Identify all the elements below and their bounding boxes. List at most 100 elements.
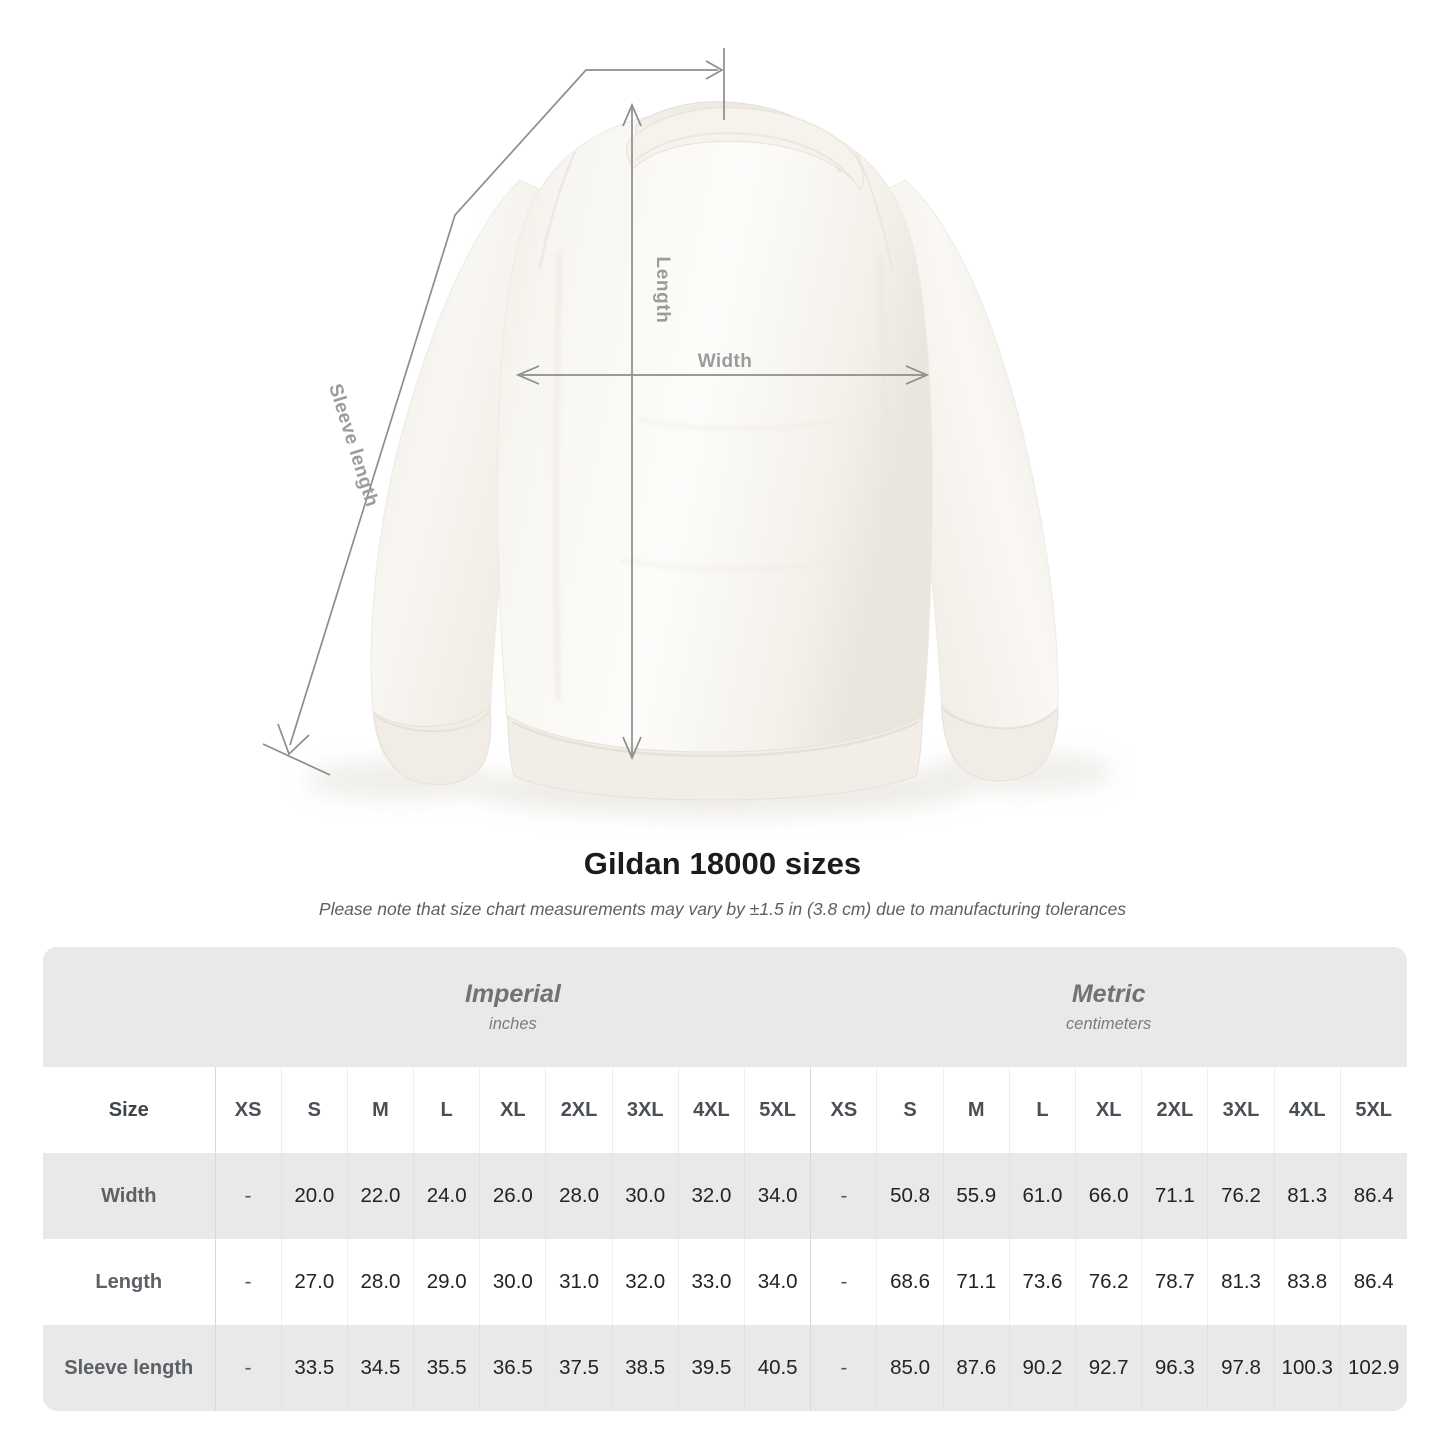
size-header-row: Size XS S M L XL 2XL 3XL 4XL 5XL XS S M … — [43, 1067, 1407, 1153]
unit-group-imperial-title: Imperial — [464, 979, 561, 1008]
sleeve-arrow-top — [705, 60, 724, 80]
width-label: Width — [698, 351, 753, 372]
header-metric-3xl: 3XL — [1207, 1067, 1275, 1153]
header-imperial-4xl: 4XL — [678, 1067, 746, 1153]
length-arrow-top — [622, 102, 642, 127]
sleeve-length-label: Sleeve length — [324, 381, 382, 509]
width-metric-2xl: 71.1 — [1141, 1153, 1209, 1239]
width-imperial-5xl: 34.0 — [744, 1153, 812, 1239]
length-metric-5xl: 86.4 — [1340, 1239, 1407, 1325]
length-metric-4xl: 83.8 — [1274, 1239, 1341, 1325]
header-metric-4xl: 4XL — [1274, 1067, 1341, 1153]
width-imperial-2xl: 28.0 — [545, 1153, 613, 1239]
width-imperial-4xl: 32.0 — [678, 1153, 746, 1239]
hem-seam — [511, 720, 919, 758]
sleeve-imperial-xs: - — [215, 1325, 282, 1411]
unit-group-metric: Metric centimeters — [810, 947, 1407, 1067]
width-metric-xl: 66.0 — [1075, 1153, 1143, 1239]
length-imperial-m: 28.0 — [347, 1239, 415, 1325]
sleeve-metric-4xl: 100.3 — [1274, 1325, 1341, 1411]
header-imperial-xl: XL — [479, 1067, 547, 1153]
row-label-width: Width — [43, 1153, 216, 1239]
sleeve-imperial-l: 35.5 — [413, 1325, 481, 1411]
width-arrow-right — [905, 365, 930, 385]
title-block: Gildan 18000 sizes Please note that size… — [0, 845, 1445, 921]
sleeve-imperial-5xl: 40.5 — [744, 1325, 812, 1411]
width-imperial-xs: - — [215, 1153, 282, 1239]
width-imperial-l: 24.0 — [413, 1153, 481, 1239]
length-imperial-3xl: 32.0 — [612, 1239, 679, 1325]
sleeve-metric-xl: 92.7 — [1075, 1325, 1143, 1411]
right-cuff-seam — [943, 709, 1057, 730]
garment-body — [497, 109, 933, 761]
left-cuff — [373, 704, 492, 786]
collar-rib — [626, 107, 864, 191]
table-row-length: Length - 27.0 28.0 29.0 30.0 31.0 32.0 3… — [43, 1239, 1407, 1325]
sweatshirt-diagram: Length Width Sleeve length — [262, 48, 1115, 816]
length-imperial-4xl: 33.0 — [678, 1239, 746, 1325]
header-imperial-m: M — [347, 1067, 415, 1153]
sleeve-imperial-4xl: 39.5 — [678, 1325, 746, 1411]
bottom-hem — [507, 715, 923, 801]
width-imperial-s: 20.0 — [281, 1153, 348, 1239]
sleeve-metric-l: 90.2 — [1009, 1325, 1077, 1411]
header-metric-xs: XS — [810, 1067, 878, 1153]
right-shoulder-seam — [854, 151, 894, 271]
length-metric-xs: - — [810, 1239, 878, 1325]
sleeve-metric-s: 85.0 — [876, 1325, 944, 1411]
width-arrow-left — [515, 365, 540, 385]
sleeve-metric-2xl: 96.3 — [1141, 1325, 1209, 1411]
header-metric-xl: XL — [1075, 1067, 1143, 1153]
tolerance-note: Please note that size chart measurements… — [318, 899, 1127, 920]
unit-banner-row: Imperial inches Metric centimeters — [43, 947, 1407, 1067]
garment-illustration: Length Width Sleeve length — [262, 48, 1115, 816]
size-chart-table: Imperial inches Metric centimeters Size … — [43, 947, 1407, 1411]
length-arrow-bottom — [622, 736, 642, 761]
sleeve-metric-3xl: 97.8 — [1207, 1325, 1275, 1411]
table-row-width: Width - 20.0 22.0 24.0 26.0 28.0 30.0 32… — [43, 1153, 1407, 1239]
unit-group-metric-title: Metric — [1071, 979, 1146, 1008]
length-imperial-2xl: 31.0 — [545, 1239, 613, 1325]
body-fabric-folds — [553, 249, 889, 701]
header-imperial-l: L — [413, 1067, 481, 1153]
sleeve-imperial-m: 34.5 — [347, 1325, 415, 1411]
length-label: Length — [652, 257, 673, 324]
left-shoulder-seam — [538, 151, 577, 269]
length-metric-l: 73.6 — [1009, 1239, 1077, 1325]
length-metric-2xl: 78.7 — [1141, 1239, 1209, 1325]
unit-group-imperial-subtitle: inches — [489, 1015, 537, 1034]
header-metric-s: S — [876, 1067, 944, 1153]
length-metric-3xl: 81.3 — [1207, 1239, 1275, 1325]
row-label-sleeve-length: Sleeve length — [43, 1325, 216, 1411]
sleeve-length-line — [289, 69, 718, 746]
width-imperial-xl: 26.0 — [479, 1153, 547, 1239]
header-metric-m: M — [943, 1067, 1010, 1153]
width-metric-s: 50.8 — [876, 1153, 944, 1239]
header-imperial-xs: XS — [215, 1067, 282, 1153]
table-row-sleeve-length: Sleeve length - 33.5 34.5 35.5 36.5 37.5… — [43, 1325, 1407, 1411]
width-imperial-3xl: 30.0 — [612, 1153, 679, 1239]
header-imperial-2xl: 2XL — [545, 1067, 613, 1153]
width-metric-xs: - — [810, 1153, 878, 1239]
width-metric-5xl: 86.4 — [1340, 1153, 1407, 1239]
width-metric-l: 61.0 — [1009, 1153, 1077, 1239]
length-imperial-s: 27.0 — [281, 1239, 348, 1325]
sleeve-metric-5xl: 102.9 — [1340, 1325, 1407, 1411]
length-metric-s: 68.6 — [876, 1239, 944, 1325]
sleeve-imperial-xl: 36.5 — [479, 1325, 547, 1411]
width-metric-4xl: 81.3 — [1274, 1153, 1341, 1239]
length-imperial-xl: 30.0 — [479, 1239, 547, 1325]
row-label-length: Length — [43, 1239, 216, 1325]
width-imperial-m: 22.0 — [347, 1153, 415, 1239]
length-metric-m: 71.1 — [943, 1239, 1010, 1325]
sleeve-imperial-3xl: 38.5 — [612, 1325, 679, 1411]
sleeve-bottom-tail — [262, 743, 331, 776]
unit-banner-spacer — [43, 947, 215, 1067]
page-title: Gildan 18000 sizes — [583, 846, 862, 881]
left-cuff-seam — [375, 711, 490, 733]
header-imperial-s: S — [281, 1067, 348, 1153]
header-metric-2xl: 2XL — [1141, 1067, 1209, 1153]
sleeve-metric-m: 87.6 — [943, 1325, 1010, 1411]
header-metric-5xl: 5XL — [1340, 1067, 1407, 1153]
